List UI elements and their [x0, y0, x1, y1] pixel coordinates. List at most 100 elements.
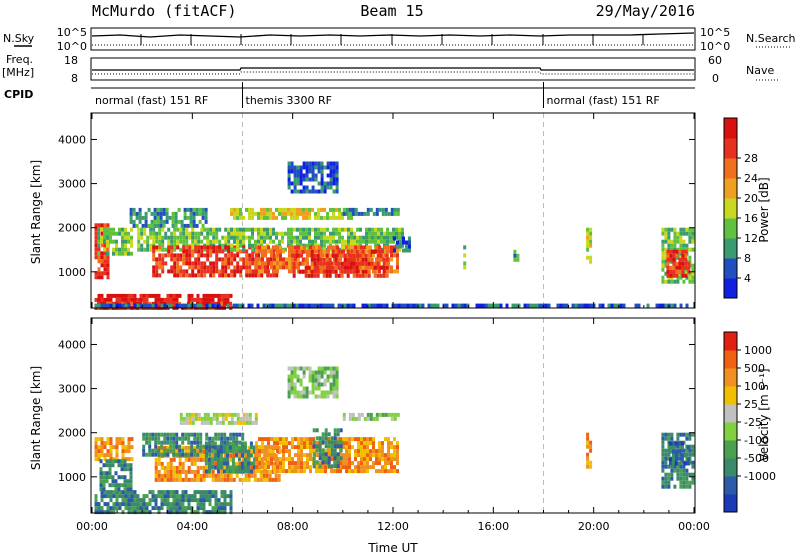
x-tick-label: 04:00 [176, 520, 208, 533]
nsky-label: N.Sky [3, 32, 35, 45]
cpid-segment-label: normal (fast) 151 RF [547, 94, 660, 107]
velocity-colorbar-label: Velocity [m s⁻¹] [757, 368, 771, 461]
nsearch-label: N.Search [746, 32, 796, 45]
echo-region [152, 245, 282, 278]
y-tick-label: 1000 [58, 266, 86, 279]
colorbar-swatch [724, 278, 737, 299]
nave-trace [92, 71, 694, 75]
colorbar-tick-label: -500 [744, 452, 769, 465]
nsky-scan-ticks [140, 34, 644, 45]
cpid-segments: normal (fast) 151 RF themis 3300 RF normal… [95, 82, 660, 108]
nave-tick-bottom: 0 [712, 72, 719, 85]
colorbar-tick-label: 500 [744, 362, 765, 375]
colorbar-tick-label: -25 [744, 416, 762, 429]
nave-tick-top: 60 [708, 54, 722, 67]
echo-region [287, 366, 339, 399]
x-tick-label: 00:00 [76, 520, 108, 533]
x-tick-label: 20:00 [578, 520, 610, 533]
colorbar-tick-label: 8 [744, 252, 751, 265]
echo-region [292, 249, 389, 278]
y-tick-label: 1000 [58, 471, 86, 484]
echo-region [287, 161, 339, 194]
colorbar-tick-label: 100 [744, 380, 765, 393]
colorbar-tick-label: 24 [744, 172, 758, 185]
colorbar-swatch [724, 158, 737, 179]
colorbar-swatch [724, 422, 737, 441]
colorbar-swatch [724, 138, 737, 159]
colorbar-swatch [724, 458, 737, 477]
power-ylabel: Slant Range [km] [29, 160, 43, 264]
freq-unit: [MHz] [2, 66, 34, 79]
echo-region [97, 227, 133, 256]
colorbar-tick-label: -1000 [744, 470, 776, 483]
colorbar-swatch [724, 386, 737, 405]
colorbar-tick-label: 12 [744, 232, 758, 245]
velocity-ylabel: Slant Range [km] [29, 366, 43, 470]
echo-region [312, 428, 343, 469]
cpid-segment-label: themis 3300 RF [246, 94, 333, 107]
colorbar-swatch [724, 332, 737, 351]
echo-region [586, 227, 593, 264]
x-tick-label: 00:00 [678, 520, 710, 533]
nsky-panel [90, 27, 696, 51]
date-title: 29/May/2016 [596, 2, 695, 20]
cpid-segment-label: normal (fast) 151 RF [95, 94, 208, 107]
colorbar-swatch [724, 178, 737, 199]
colorbar-swatch [724, 476, 737, 495]
echo-region [586, 432, 593, 469]
cpid-label: CPID [4, 88, 33, 101]
echo-region [94, 437, 134, 462]
x-tick-label: 16:00 [477, 520, 509, 533]
nsky-tick-right-top: 10^5 [700, 26, 730, 39]
power-colorbar-label: Power [dB] [757, 177, 771, 242]
y-tick-label: 3000 [58, 178, 86, 191]
x-axis-label: Time UT [367, 541, 418, 554]
echo-region [179, 412, 258, 425]
echo-region [513, 249, 520, 262]
echo-region [94, 303, 689, 308]
colorbar-tick-label: 28 [744, 152, 758, 165]
y-tick-label: 2000 [58, 427, 86, 440]
colorbar-swatch [724, 404, 737, 423]
colorbar-swatch [724, 198, 737, 219]
colorbar-swatch [724, 118, 737, 139]
colorbar-frame [723, 117, 738, 299]
velocity-colorbar: 1000 500 100 25 -25 -100 -500 -1000 [723, 331, 776, 513]
x-tick-label: 08:00 [277, 520, 309, 533]
colorbar-swatch [724, 368, 737, 387]
y-tick-label: 4000 [58, 133, 86, 146]
power-colorbar: 4 8 12 16 20 24 28 [723, 117, 758, 299]
nsky-tick-left-bottom: 10^0 [57, 40, 87, 53]
velocity-panel: 1000 2000 3000 4000 00:00 04:00 08:00 12:00 16:0… [58, 317, 710, 533]
echo-region [204, 441, 256, 474]
freq-tick-top: 18 [64, 54, 78, 67]
colorbar-tick-label: 25 [744, 398, 758, 411]
freq-trace [92, 67, 694, 71]
echo-region [230, 207, 356, 220]
beam-title: Beam 15 [360, 2, 423, 20]
echo-region [99, 459, 133, 492]
y-tick-label: 3000 [58, 383, 86, 396]
nsky-trace [91, 32, 695, 38]
colorbar-swatch [724, 440, 737, 459]
colorbar-tick-label: -100 [744, 434, 769, 447]
echo-region [342, 207, 400, 216]
echo-region [393, 236, 411, 253]
freq-tick-bottom: 8 [71, 72, 78, 85]
colorbar-tick-label: 4 [744, 272, 751, 285]
echo-region [129, 207, 208, 228]
y-tick-label: 2000 [58, 222, 86, 235]
nsky-tick-right-bottom: 10^0 [700, 40, 730, 53]
colorbar-swatch [724, 494, 737, 513]
y-tick-label: 4000 [58, 338, 86, 351]
station-title: McMurdo (fitACF) [92, 2, 237, 20]
colorbar-tick-label: 16 [744, 212, 758, 225]
freq-panel [90, 57, 696, 81]
echo-region [342, 412, 400, 421]
freq-label: Freq. [6, 53, 33, 66]
echo-region [666, 249, 691, 278]
nave-label: Nave [746, 64, 774, 77]
colorbar-tick-label: 20 [744, 192, 758, 205]
echo-region [668, 441, 690, 466]
nsky-tick-left-top: 10^5 [57, 26, 87, 39]
